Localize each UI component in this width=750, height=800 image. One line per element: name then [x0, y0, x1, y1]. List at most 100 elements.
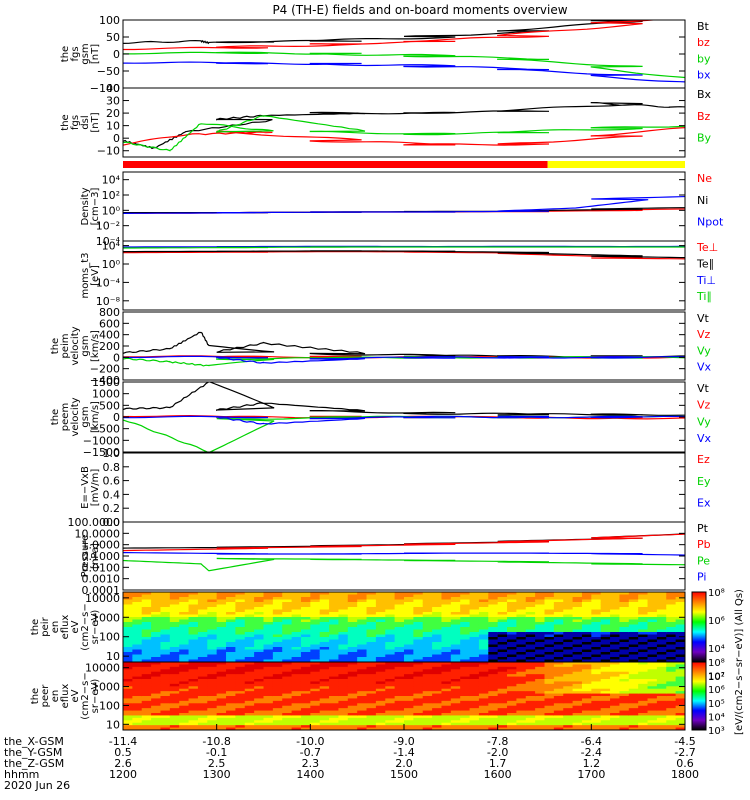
- spectrogram-cell: [675, 674, 685, 678]
- spectrogram-cell: [628, 607, 639, 611]
- spectrogram-cell: [319, 602, 330, 606]
- spectrogram-cell: [169, 693, 180, 697]
- spectrogram-cell: [338, 676, 349, 680]
- spectrogram-cell: [160, 722, 171, 726]
- spectrogram-cell: [216, 679, 227, 683]
- spectrogram-cell: [160, 629, 171, 633]
- spectrogram-cell: [666, 693, 677, 697]
- spectrogram-cell: [450, 612, 461, 616]
- spectrogram-cell: [488, 654, 499, 658]
- spectrogram-cell: [235, 622, 246, 626]
- y-tick-label: 1.0000: [82, 539, 121, 552]
- spectrogram-cell: [357, 713, 368, 717]
- spectrogram-cell: [647, 659, 658, 662]
- spectrogram-cell: [366, 671, 377, 675]
- spectrogram-cell: [151, 700, 162, 704]
- spectrogram-cell: [282, 725, 293, 729]
- spectrogram-cell: [656, 607, 667, 611]
- spectrogram-cell: [450, 607, 461, 611]
- spectrogram-cell: [507, 639, 517, 643]
- spectrogram-cell: [544, 602, 555, 606]
- spectrogram-cell: [656, 597, 667, 601]
- spectrogram-cell: [628, 622, 639, 626]
- spectrogram-cell: [272, 624, 283, 628]
- spectrogram-cell: [516, 597, 527, 601]
- spectrogram-cell: [123, 657, 133, 661]
- spectrogram-cell: [460, 683, 471, 687]
- spectrogram-cell: [610, 652, 621, 656]
- spectrogram-cell: [535, 725, 546, 729]
- spectrogram-cell: [675, 627, 685, 631]
- spectrogram-cell: [544, 599, 555, 603]
- spectrogram-cell: [422, 703, 433, 707]
- spectrogram-cell: [404, 619, 414, 623]
- spectrogram-cell: [338, 624, 349, 628]
- spectrogram-cell: [300, 681, 311, 685]
- y-tick-label: 100: [99, 14, 120, 27]
- spectrogram-cell: [441, 647, 452, 651]
- spectrogram-cell: [572, 594, 583, 598]
- spectrogram-cell: [216, 632, 227, 636]
- spectrogram-cell: [478, 629, 489, 633]
- spectrogram-cell: [544, 669, 555, 673]
- spectrogram-cell: [357, 717, 368, 721]
- spectrogram-cell: [591, 676, 602, 680]
- spectrogram-cell: [488, 671, 499, 675]
- spectrogram-cell: [581, 662, 592, 666]
- spectrogram-cell: [338, 632, 349, 636]
- spectrogram-cell: [432, 708, 443, 712]
- spectrogram-cell: [581, 619, 592, 623]
- spectrogram-cell: [441, 659, 452, 662]
- spectrogram-cell: [216, 614, 227, 618]
- y-axis-label: peim: [60, 333, 71, 358]
- spectrogram-cell: [404, 637, 414, 641]
- spectrogram-cell: [497, 688, 508, 692]
- spectrogram-cell: [432, 649, 443, 653]
- spectrogram-cell: [460, 669, 471, 673]
- spectrogram-cell: [497, 632, 508, 636]
- spectrogram-cell: [497, 654, 508, 658]
- spectrogram-cell: [282, 614, 293, 618]
- spectrogram-cell: [460, 691, 471, 695]
- spectrogram-cell: [169, 614, 180, 618]
- spectrogram-cell: [478, 622, 489, 626]
- legend-entry: Ni: [697, 194, 708, 207]
- spectrogram-cell: [385, 679, 396, 683]
- spectrogram-cell: [310, 654, 321, 658]
- x-tick-label: -11.4: [109, 735, 137, 748]
- spectrogram-cell: [656, 688, 667, 692]
- spectrogram-cell: [282, 639, 293, 643]
- spectrogram-cell: [610, 617, 621, 621]
- spectrogram-cell: [619, 599, 630, 603]
- spectrogram-cell: [497, 649, 508, 653]
- spectrogram-cell: [375, 693, 386, 697]
- spectrogram-cell: [666, 599, 677, 603]
- spectrogram-cell: [478, 705, 489, 709]
- spectrogram-cell: [319, 725, 330, 729]
- spectrogram-cell: [141, 683, 152, 687]
- spectrogram-cell: [338, 639, 349, 643]
- spectrogram-cell: [591, 602, 602, 606]
- spectrogram-cell: [469, 679, 480, 683]
- spectrogram-cell: [272, 698, 283, 702]
- spectrogram-cell: [413, 669, 424, 673]
- spectrogram-cell: [347, 703, 358, 707]
- spectrogram-cell: [310, 698, 321, 702]
- spectrogram-cell: [197, 717, 208, 721]
- spectrogram-cell: [516, 664, 527, 668]
- spectrogram-cell: [141, 602, 152, 606]
- spectrogram-cell: [628, 671, 639, 675]
- spectrogram-cell: [207, 632, 218, 636]
- spectrogram-cell: [329, 642, 340, 646]
- spectrogram-cell: [497, 705, 508, 709]
- spectrogram-cell: [525, 627, 536, 631]
- spectrogram-cell: [488, 715, 499, 719]
- spectrogram-cell: [197, 642, 208, 646]
- spectrogram-cell: [188, 597, 199, 601]
- spectrogram-cell: [535, 639, 546, 643]
- spectrogram-cell: [235, 679, 246, 683]
- spectrogram-cell: [628, 727, 639, 730]
- spectrogram-cell: [291, 722, 302, 726]
- spectrogram-cell: [450, 686, 461, 690]
